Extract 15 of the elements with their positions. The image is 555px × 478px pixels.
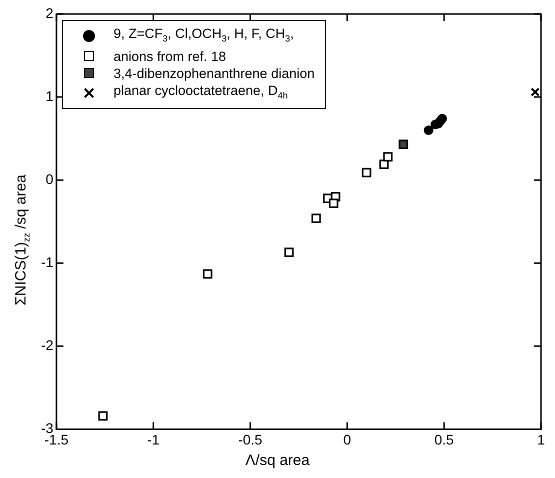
- y-tick-label: 1: [46, 88, 54, 104]
- x-tick-label: -1: [147, 431, 160, 448]
- x-tick-label: 0.5: [434, 431, 454, 448]
- x-axis-title: Λ/sq area: [244, 452, 311, 469]
- y-tick-label: -1: [40, 254, 54, 270]
- legend-label: 3,4-dibenzophenanthrene dianion: [113, 64, 315, 82]
- legend-label: planar cyclooctatetraene, D$_{4h}$: [113, 82, 288, 102]
- x-tick-label: 1: [537, 431, 546, 448]
- y-tick-label: 0: [46, 170, 54, 187]
- y-tick-label: -2: [40, 337, 54, 354]
- legend-label: anions from ref. 18: [113, 48, 226, 65]
- y-tick-label: 2: [46, 4, 54, 21]
- legend-label: 9, Z=CF$_{3}$, Cl,OCH$_{3}$, H, F, CH$_{3}$,: [113, 25, 294, 46]
- x-tick-label: 0: [343, 431, 352, 448]
- x-tick-label: -0.5: [238, 431, 263, 448]
